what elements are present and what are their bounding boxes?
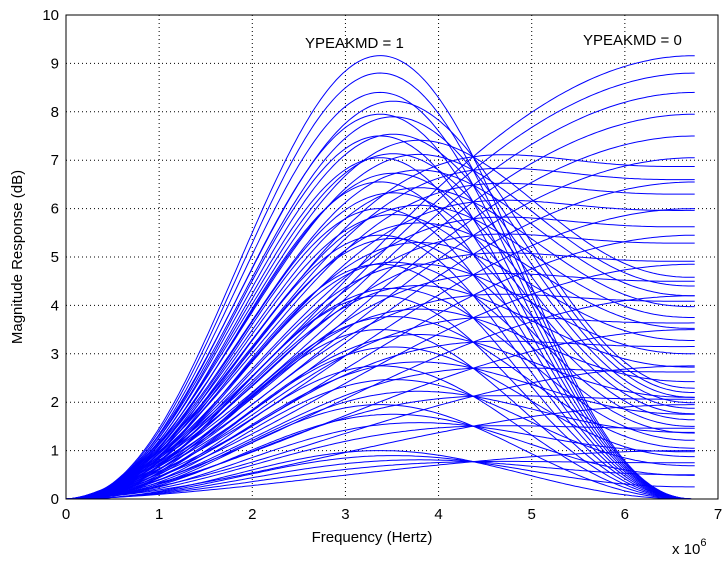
x-multiplier: x 106 — [672, 537, 706, 558]
response-curve — [65, 367, 695, 500]
response-curve — [66, 365, 695, 500]
y-tick-label: 4 — [51, 297, 59, 314]
response-curve — [65, 334, 695, 500]
y-tick-label: 10 — [42, 7, 59, 24]
response-curve — [65, 113, 695, 500]
response-curve — [66, 459, 695, 500]
y-axis-label: Magnitude Response (dB) — [9, 170, 26, 344]
response-curve — [65, 139, 695, 500]
x-tick-label: 1 — [155, 506, 163, 523]
response-curve — [66, 404, 695, 500]
response-curve — [65, 116, 695, 500]
x-tick-labels: 0 1 2 3 4 5 6 7 — [62, 506, 722, 523]
response-curve — [65, 252, 695, 500]
response-curve — [66, 72, 695, 500]
y-tick-label: 9 — [51, 55, 59, 72]
response-curve — [66, 425, 695, 500]
y-tick-label: 3 — [51, 346, 59, 363]
response-curve — [65, 263, 695, 500]
response-curve — [66, 263, 695, 500]
x-tick-label: 7 — [714, 506, 722, 523]
response-curve — [65, 169, 695, 500]
response-curve — [66, 346, 695, 500]
x-tick-label: 0 — [62, 506, 70, 523]
response-curve — [65, 293, 695, 500]
response-curve — [65, 237, 695, 500]
y-tick-label: 5 — [51, 249, 59, 266]
response-curve — [66, 379, 695, 500]
response-curve — [65, 182, 695, 500]
response-curve — [65, 100, 695, 500]
x-multiplier-base: x 10 — [672, 541, 700, 558]
x-axis-label: Frequency (Hertz) — [312, 529, 433, 546]
response-curve — [65, 72, 695, 500]
response-curve — [65, 340, 695, 500]
curves — [65, 55, 695, 500]
response-curve — [66, 181, 695, 500]
x-tick-label: 5 — [528, 506, 536, 523]
response-curve — [66, 135, 695, 500]
response-curve — [65, 172, 695, 500]
response-curve — [66, 450, 695, 500]
y-tick-label: 0 — [51, 491, 59, 508]
response-curve — [65, 192, 695, 500]
response-curve — [66, 91, 695, 500]
x-tick-label: 2 — [248, 506, 256, 523]
response-curve — [66, 234, 695, 500]
annotation-ypeakmd-1: YPEAKMD = 1 — [305, 35, 404, 52]
response-curve — [65, 242, 695, 500]
response-curve — [66, 287, 695, 500]
response-curve — [66, 450, 695, 500]
response-curve — [65, 216, 695, 500]
y-tick-label: 2 — [51, 394, 59, 411]
y-tick-label: 1 — [51, 443, 59, 460]
x-tick-label: 3 — [341, 506, 349, 523]
y-tick-labels: 0 1 2 3 4 5 6 7 8 9 10 — [42, 7, 59, 508]
response-curve — [66, 55, 695, 500]
response-curve — [65, 213, 695, 500]
response-curve — [66, 157, 695, 500]
response-curve — [66, 329, 695, 500]
response-curve — [65, 153, 695, 500]
response-curve — [66, 390, 695, 500]
y-tick-label: 6 — [51, 201, 59, 218]
response-curve — [66, 295, 695, 500]
annotation-ypeakmd-0: YPEAKMD = 0 — [583, 32, 682, 49]
plot-frame — [65, 14, 719, 500]
response-curve — [66, 208, 695, 500]
x-tick-label: 4 — [434, 506, 442, 523]
y-tick-label: 8 — [51, 104, 59, 121]
response-curve — [66, 395, 695, 500]
x-multiplier-exponent: 6 — [700, 537, 706, 549]
x-tick-label: 6 — [621, 506, 629, 523]
response-curve — [65, 208, 695, 500]
response-curve — [65, 157, 695, 500]
response-curve — [66, 113, 695, 500]
y-tick-label: 7 — [51, 152, 59, 169]
response-curve — [66, 413, 695, 500]
